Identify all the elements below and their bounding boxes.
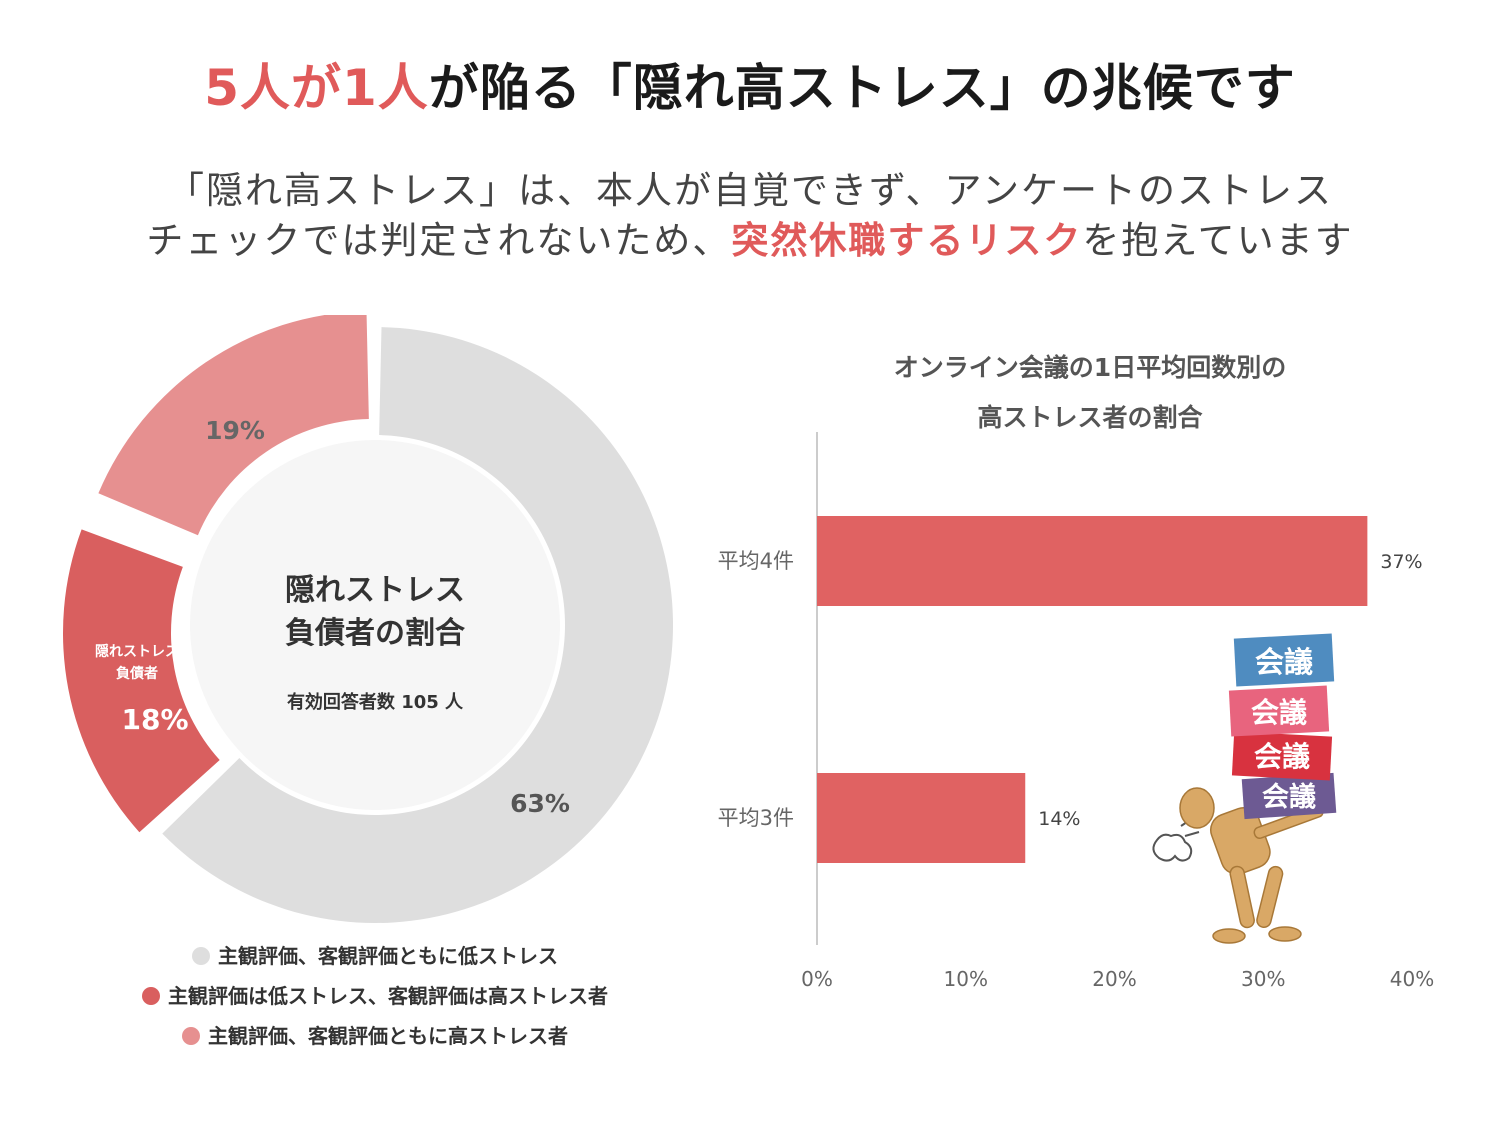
bar-1 — [817, 516, 1368, 606]
bar-chart-title-line2: 高ストレス者の割合 — [977, 403, 1203, 432]
legend-label-high: 主観評価、客観評価ともに高ストレス者 — [208, 1024, 568, 1048]
x-tick-label: 20% — [1092, 967, 1136, 991]
donut-center-title-line1: 隠れストレス — [285, 573, 465, 608]
slice-label-low: 63% — [510, 789, 570, 818]
page-title: 5人が1人が陥る「隠れ高ストレス」の兆候です — [0, 48, 1500, 120]
svg-text:会議: 会議 — [1262, 782, 1316, 813]
subtitle-line-2-end: を抱えています — [1082, 219, 1354, 262]
subtitle-line-1: 「隠れ高ストレス」は、本人が自覚できず、アンケートのストレス — [167, 169, 1333, 212]
bar-chart: 37% 平均4件 14% 平均3件 0% 10% 20% 30% 40% — [718, 432, 1434, 991]
donut-center-note: 有効回答者数 105 人 — [287, 691, 464, 713]
legend-item-low: 主観評価、客観評価ともに低ストレス — [0, 940, 750, 969]
legend-dot-light-red — [182, 1027, 200, 1045]
bar-value-label-1: 37% — [1380, 551, 1422, 573]
legend-label-hidden: 主観評価は低ストレス、客観評価は高ストレス者 — [168, 984, 608, 1008]
category-label-1: 平均4件 — [718, 549, 794, 573]
x-tick-label: 0% — [801, 967, 833, 991]
title-rest: が陥る「隠れ高ストレス」の兆候です — [428, 59, 1296, 117]
bar-2 — [817, 773, 1026, 863]
legend-item-hidden: 主観評価は低ストレス、客観評価は高ストレス者 — [0, 980, 750, 1009]
meeting-box-3: 会議 — [1231, 731, 1333, 781]
wooden-figure-icon — [1179, 787, 1327, 944]
meeting-box-4: 会議 — [1241, 772, 1337, 820]
meeting-box-2: 会議 — [1228, 685, 1330, 737]
slice-label-high: 19% — [205, 416, 265, 445]
donut-slice-high — [98, 315, 369, 536]
donut-slice-hidden — [63, 529, 220, 833]
slice-label-hidden: 18% — [121, 703, 188, 736]
donut-chart: 隠れストレス 負債者の割合 有効回答者数 105 人 隠れストレス 負債者 63… — [63, 315, 673, 923]
donut-center — [190, 440, 560, 810]
subtitle-highlight: 突然休職するリスク — [731, 219, 1083, 262]
legend-dot-gray — [192, 947, 210, 965]
meeting-box-1: 会議 — [1233, 633, 1335, 687]
category-label-2: 平均3件 — [718, 806, 794, 830]
svg-text:会議: 会議 — [1255, 645, 1313, 679]
segment-caption-line1: 隠れストレス — [95, 643, 179, 660]
svg-text:会議: 会議 — [1254, 740, 1310, 773]
bar-chart-title-line1: オンライン会議の1日平均回数別の — [893, 353, 1287, 382]
svg-text:会議: 会議 — [1251, 696, 1307, 729]
bar-value-label-2: 14% — [1038, 808, 1080, 830]
legend-label-low: 主観評価、客観評価ともに低ストレス — [218, 944, 558, 968]
legend-item-high: 主観評価、客観評価ともに高ストレス者 — [0, 1020, 750, 1049]
x-tick-label: 40% — [1390, 967, 1434, 991]
x-tick-label: 10% — [944, 967, 988, 991]
x-tick-label: 30% — [1241, 967, 1285, 991]
donut-slice-low — [162, 327, 673, 923]
legend-dot-dark-red — [142, 987, 160, 1005]
donut-center-title-line2: 負債者の割合 — [285, 616, 465, 651]
subtitle-line-2-start: チェックでは判定されないため、 — [146, 219, 732, 262]
title-highlight: 5人が1人 — [204, 59, 429, 117]
segment-caption-line2: 負債者 — [116, 665, 158, 682]
overloaded-figure-illustration: 会議 会議 会議 会議 — [1152, 633, 1337, 944]
subtitle-line-2: チェックでは判定されないため、突然休職するリスクを抱えています — [0, 210, 1500, 264]
